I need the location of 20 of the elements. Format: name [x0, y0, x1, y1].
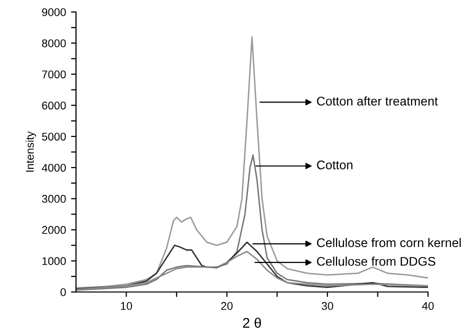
y-tick-label: 5000	[42, 132, 66, 141]
y-axis-title: Intensity	[26, 131, 36, 172]
y-tick-label: 3000	[42, 194, 66, 203]
y-tick-label: 4000	[42, 164, 66, 172]
annotation: Cellulose from DDGS	[317, 256, 436, 266]
annotation: Cotton	[317, 160, 352, 170]
x-tick-label: 20	[221, 302, 233, 310]
y-tick-label: 1000	[42, 257, 66, 266]
y-tick-label: 0	[60, 288, 66, 296]
y-tick-label: 7000	[42, 70, 66, 78]
x-tick-label: 40	[422, 302, 434, 310]
y-tick-label: 9000	[42, 8, 66, 16]
y-tick-label: 8000	[42, 39, 66, 48]
x-axis-title: 2 θ	[243, 318, 261, 328]
annotation: Cellulose from corn kernel	[317, 238, 461, 248]
y-tick-label: 2000	[42, 226, 66, 234]
y-tick-label: 6000	[42, 102, 66, 110]
x-tick-label: 30	[322, 302, 334, 310]
x-tick-label: 10	[120, 302, 132, 310]
annotation: Cotton after treatment	[317, 96, 438, 106]
